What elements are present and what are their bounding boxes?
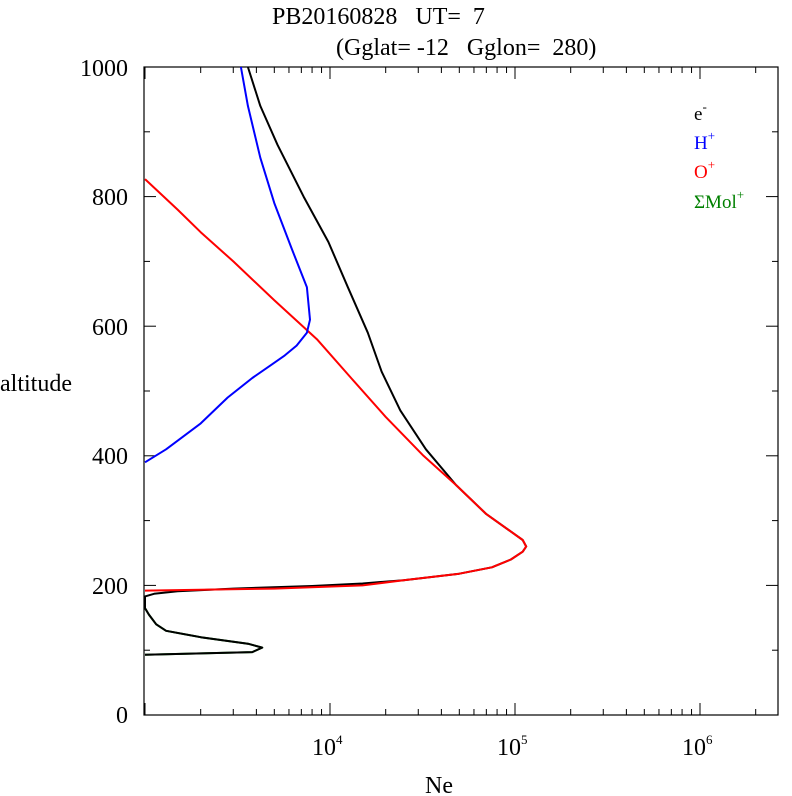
chart-title: PB20160828 UT= 7 <box>272 4 485 30</box>
y-tick-label-800: 800 <box>92 185 128 211</box>
x-tick-label-1e5: 105 <box>497 732 528 761</box>
y-axis-label: altitude <box>0 371 72 397</box>
y-tick-label-1000: 1000 <box>80 56 128 82</box>
x-axis-label: Ne <box>425 773 453 796</box>
series-line-mol <box>144 607 264 656</box>
legend: e- H+ O+ ΣMol+ <box>694 99 744 213</box>
y-tick-label-600: 600 <box>92 315 128 341</box>
legend-entry-molecular-ions: ΣMol+ <box>694 187 744 213</box>
y-tick-label-200: 200 <box>92 574 128 600</box>
chart-subtitle: (Gglat= -12 Gglon= 280) <box>336 35 596 61</box>
x-tick-label-1e4: 104 <box>312 732 343 761</box>
legend-entry-h-plus: H+ <box>694 128 715 154</box>
data-series <box>144 66 528 656</box>
y-tick-labels: 0 200 400 600 800 1000 <box>80 56 128 729</box>
x-tick-labels: 104 105 106 <box>312 732 713 761</box>
series-line-o <box>144 178 528 592</box>
y-tick-label-0: 0 <box>116 703 128 729</box>
x-tick-label-1e6: 106 <box>682 732 713 761</box>
legend-entry-o-plus: O+ <box>694 157 715 183</box>
plot-frame <box>143 66 779 716</box>
series-line-h <box>144 66 311 464</box>
legend-entry-electron: e- <box>694 99 707 125</box>
axis-ticks <box>144 66 778 716</box>
y-tick-label-400: 400 <box>92 444 128 470</box>
